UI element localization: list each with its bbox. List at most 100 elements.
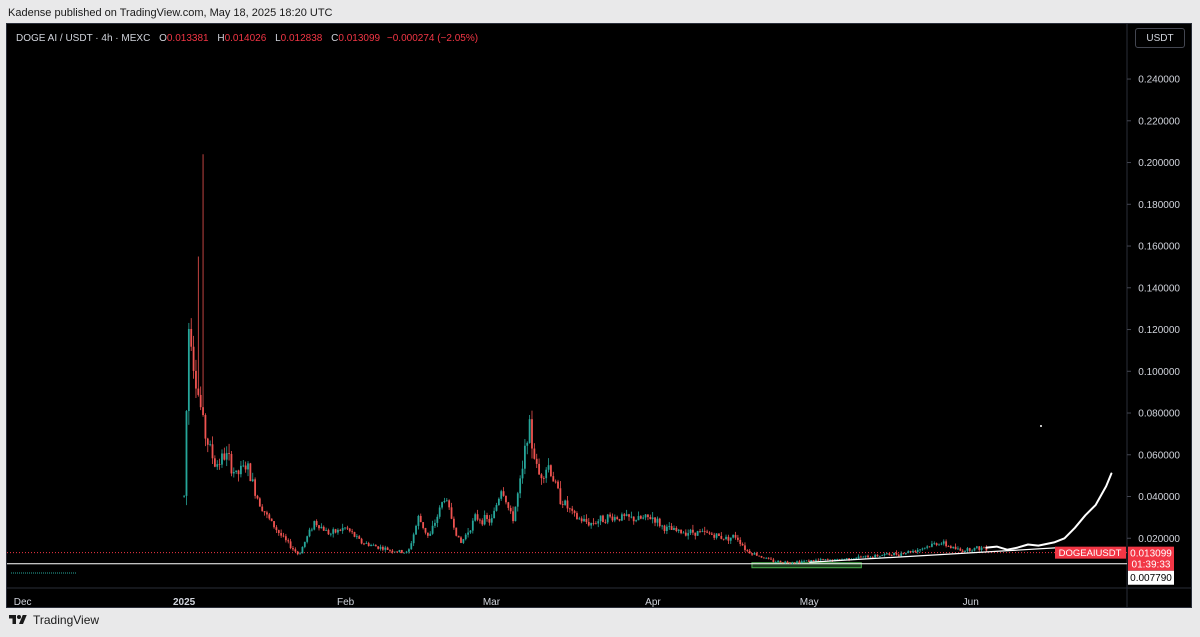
candle-body <box>938 544 940 546</box>
candle-body <box>448 500 451 508</box>
candle-body <box>490 518 493 523</box>
close-value: 0.013099 <box>338 33 381 44</box>
candle-body <box>270 518 273 522</box>
candle-body <box>949 546 952 549</box>
candle-body <box>452 518 455 528</box>
candle-body <box>289 541 292 549</box>
candle-body <box>829 559 832 561</box>
candle-body <box>661 525 664 527</box>
candle-body <box>812 560 815 562</box>
candle-body <box>890 554 893 556</box>
candle-body <box>651 517 654 520</box>
price-chart[interactable]: 0.240000 0.220000 0.200000 0.180000 0.160000… <box>7 24 1191 607</box>
candle-body <box>505 495 507 503</box>
symbol-title[interactable]: DOGE AI / USDT · 4h · MEXC <box>16 33 151 44</box>
candle-body <box>732 534 735 538</box>
candle-body <box>983 547 985 549</box>
candle-body <box>803 560 806 562</box>
candle-body <box>204 415 207 439</box>
candle-body <box>218 464 221 465</box>
candle-body <box>500 491 503 499</box>
open-label: O <box>159 33 167 44</box>
candle-body <box>535 458 538 464</box>
candle-body <box>393 551 396 553</box>
candle-body <box>353 532 356 537</box>
candle-body <box>824 559 827 561</box>
candle-body <box>952 546 955 549</box>
candle-body <box>213 458 216 467</box>
candle-body <box>396 551 398 553</box>
candle-body <box>736 537 739 540</box>
candle-body <box>211 444 214 459</box>
candle-body <box>796 561 798 563</box>
candle-body <box>942 541 945 544</box>
candle-body <box>703 530 706 532</box>
candle-body <box>897 554 900 556</box>
candle-body <box>971 550 974 552</box>
price-countdown: 01:39:33 <box>1132 560 1171 571</box>
candle-body <box>980 547 983 550</box>
candle-body <box>521 468 524 479</box>
candle-body <box>495 505 498 511</box>
candle-body <box>968 548 971 551</box>
symbol-tag-label: DOGEAIUSDT <box>1059 548 1122 559</box>
candle-body <box>947 546 950 547</box>
candle-body <box>299 553 301 555</box>
candle-body <box>867 555 869 558</box>
candle-body <box>961 550 964 552</box>
candle-body <box>597 521 600 524</box>
candle-body <box>580 518 583 522</box>
y-tick-label: 0.080000 <box>1138 409 1180 420</box>
candle-body <box>282 535 285 537</box>
candle-body <box>365 543 368 544</box>
candle-body <box>663 525 666 531</box>
candle-body <box>713 534 716 538</box>
candle-body <box>294 549 297 552</box>
candle-body <box>467 532 469 535</box>
candle-body <box>341 527 344 531</box>
candle-body <box>864 555 867 557</box>
y-tick-label: 0.040000 <box>1138 492 1180 503</box>
candle-body <box>592 523 595 524</box>
low-label: L <box>275 33 281 44</box>
candle-body <box>975 546 978 548</box>
candle-body <box>292 548 294 550</box>
candle-body <box>325 529 328 531</box>
candle-body <box>195 370 197 389</box>
candle-body <box>363 543 365 545</box>
currency-button[interactable]: USDT <box>1135 28 1185 48</box>
candle-body <box>888 553 891 555</box>
candle-body <box>209 444 212 446</box>
candle-body <box>322 526 325 531</box>
candle-body <box>786 561 789 563</box>
candle-body <box>280 532 283 536</box>
candle-body <box>197 388 200 395</box>
candle-body <box>426 532 429 536</box>
candle-body <box>296 551 299 555</box>
candle-body <box>923 547 926 549</box>
x-tick-label: 2025 <box>173 597 196 607</box>
y-tick-label: 0.060000 <box>1138 450 1180 461</box>
candle-body <box>424 527 427 533</box>
candle-body <box>337 529 339 533</box>
open-value: 0.013381 <box>166 33 209 44</box>
candle-body <box>419 515 422 523</box>
candle-body <box>455 527 458 536</box>
candle-body <box>557 481 559 489</box>
candle-body <box>571 508 574 511</box>
candle-body <box>978 546 981 550</box>
candle-body <box>675 527 678 531</box>
candle-body <box>874 554 877 558</box>
candle-body <box>261 506 264 512</box>
chart-panel[interactable]: 0.240000 0.220000 0.200000 0.180000 0.160000… <box>6 23 1192 608</box>
price-tag-box <box>1128 546 1174 571</box>
candle-body <box>777 560 779 562</box>
candle-body <box>945 541 948 547</box>
annotation-dot <box>1040 425 1042 427</box>
tradingview-logo-icon[interactable] <box>8 613 28 627</box>
candle-body <box>919 549 921 551</box>
candle-body <box>358 536 361 539</box>
candle-body <box>680 529 682 534</box>
candle-body <box>384 547 387 550</box>
candle-body <box>183 495 186 497</box>
